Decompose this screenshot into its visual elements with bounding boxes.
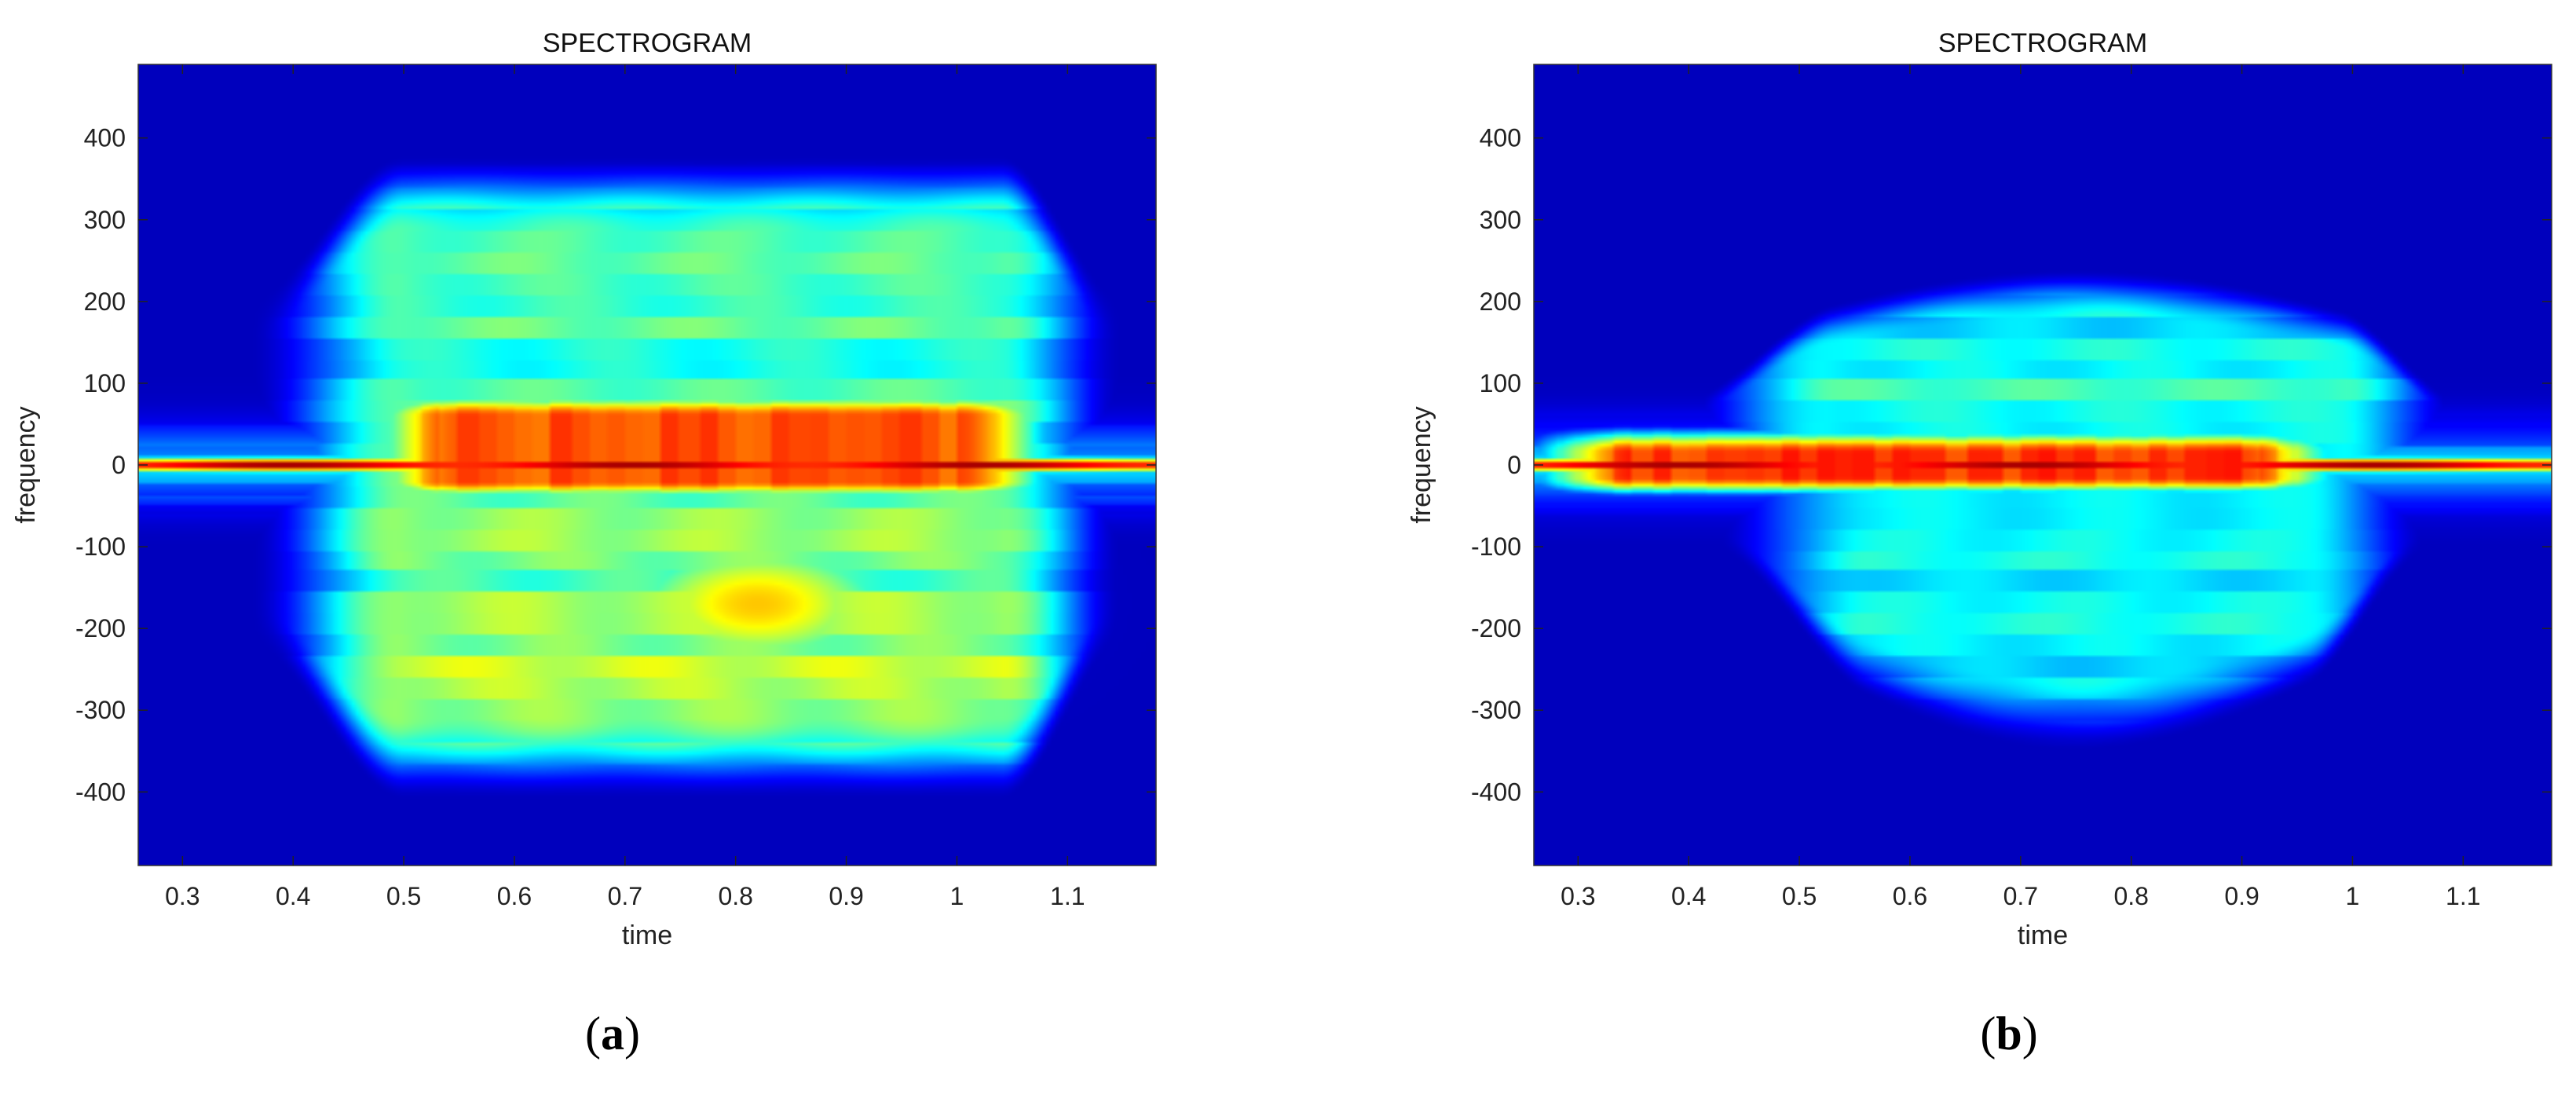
y-tick-label: 100 [1480,369,1521,397]
caption-b: (b) [1980,1007,2037,1061]
x-tick-label: 0.5 [1782,882,1817,910]
y-axis-label-b: frequency [1407,406,1436,523]
x-tick-label: 0.3 [1561,882,1595,910]
caption-b-open: ( [1980,1008,1996,1060]
x-tick-label: 0.4 [276,882,310,910]
y-tick-label: -200 [1471,614,1521,642]
y-tick-label: 200 [84,287,126,316]
caption-b-close: ) [2022,1008,2038,1060]
y-tick-label: -400 [1471,778,1521,806]
y-tick-label: 200 [1480,287,1521,316]
y-tick-label: -100 [75,533,126,561]
x-tick-label: 0.9 [2224,882,2259,910]
x-tick-label: 0.9 [829,882,863,910]
y-tick-label: 400 [84,124,126,152]
x-tick-label: 1.1 [2446,882,2480,910]
x-tick-label: 0.7 [2003,882,2038,910]
y-tick-label: -200 [75,614,126,642]
x-tick-label: 0.8 [718,882,752,910]
x-tick-label: 0.3 [165,882,199,910]
y-tick-label: -400 [75,778,126,806]
x-tick-label: 0.6 [497,882,532,910]
y-tick-label: -100 [1471,533,1521,561]
caption-a-open: ( [585,1008,601,1060]
x-axis-label-a: time [622,920,672,950]
y-tick-label: -300 [75,696,126,724]
y-tick-label: 300 [1480,206,1521,234]
chart-panel-a: SPECTROGRAM 0.3 0.4 0.5 0.6 0.7 0.8 0.9 1 1.1 400 3… [11,28,1157,950]
y-tick-label: -300 [1471,696,1521,724]
caption-b-letter: b [1996,1008,2022,1060]
x-tick-label: 0.5 [386,882,421,910]
chart-panel-b: SPECTROGRAM 0.3 0.4 0.5 0.6 0.7 0.8 0.9 1 1.1 400 3… [1407,28,2552,950]
x-tick-label: 0.6 [1893,882,1927,910]
x-tick-label: 1 [950,882,964,910]
y-tick-label: 400 [1480,124,1521,152]
y-tick-label: 0 [1507,451,1521,479]
y-axis-label-a: frequency [11,406,41,523]
y-tick-label: 300 [84,206,126,234]
caption-a-close: ) [624,1008,640,1060]
x-tick-label: 0.8 [2113,882,2148,910]
spectrogram-heatmap-b [1534,64,2552,866]
x-tick-label: 0.4 [1671,882,1706,910]
chart-title-b: SPECTROGRAM [1938,28,2147,58]
caption-a-letter: a [601,1008,624,1060]
y-tick-label: 0 [112,451,126,479]
spectrogram-heatmap-a [138,64,1156,866]
x-tick-label: 0.7 [608,882,642,910]
chart-title-a: SPECTROGRAM [543,28,752,58]
y-tick-label: 100 [84,369,126,397]
caption-a: (a) [585,1007,640,1061]
x-axis-label-b: time [2018,920,2068,950]
x-tick-label: 1.1 [1050,882,1085,910]
x-tick-label: 1 [2346,882,2360,910]
